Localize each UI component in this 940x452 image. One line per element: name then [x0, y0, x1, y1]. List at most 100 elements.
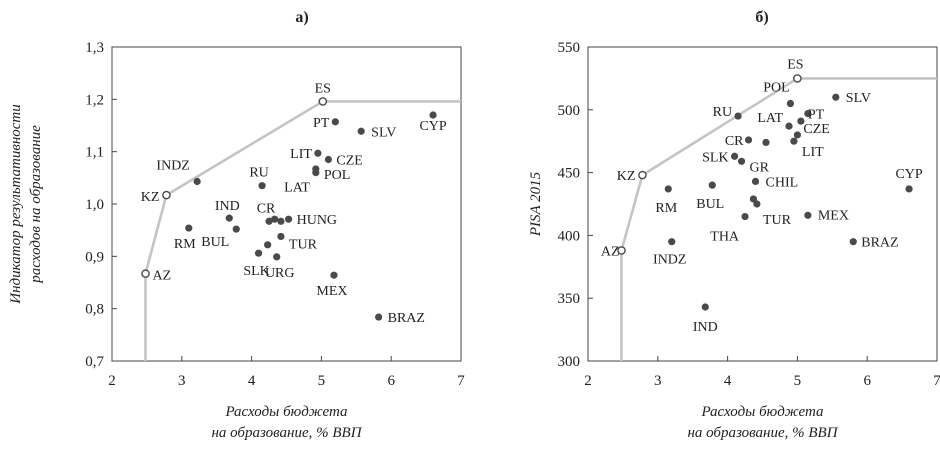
data-point	[804, 109, 812, 118]
data-point	[668, 238, 676, 246]
point-label: RU	[249, 166, 268, 181]
x-axis-title: на образование, % ВВП	[687, 425, 838, 441]
data-point	[284, 215, 293, 223]
data-point	[832, 93, 840, 101]
data-point	[849, 238, 857, 246]
x-axis-title: на образование, % ВВП	[211, 425, 362, 441]
point-label: ES	[315, 81, 331, 96]
point-label: CHIL	[766, 175, 799, 190]
data-point	[193, 177, 201, 186]
point-label: IND	[693, 320, 718, 335]
point-label: IND	[215, 199, 240, 214]
data-point	[793, 131, 802, 139]
panel-title: б)	[755, 9, 768, 26]
plot-frame	[587, 46, 938, 362]
data-point-frontier	[638, 170, 647, 180]
y-axis-title: PISA 2015	[528, 171, 544, 237]
x-tick-label: 3	[654, 373, 662, 389]
data-point	[357, 127, 365, 135]
point-label: BRAZ	[861, 236, 898, 251]
point-label: SLV	[846, 91, 871, 106]
point-label: PT	[808, 108, 825, 123]
data-point	[785, 122, 793, 130]
point-label: LAT	[757, 111, 783, 126]
data-point	[312, 169, 320, 177]
y-tick-label: 0,8	[85, 302, 104, 318]
panel-title: а)	[295, 9, 308, 26]
data-point	[797, 117, 805, 125]
point-label: BRAZ	[388, 311, 425, 326]
x-tick-label: 7	[457, 373, 465, 389]
data-point-frontier	[617, 246, 626, 255]
data-point	[751, 177, 760, 185]
data-point	[314, 149, 322, 157]
point-label: CYP	[419, 119, 446, 134]
point-label: KZ	[141, 190, 160, 205]
x-tick-label: 4	[248, 373, 256, 389]
point-label: AZ	[601, 244, 620, 259]
y-tick-label: 1,3	[85, 40, 104, 56]
data-point	[905, 185, 913, 193]
point-label: INDZ	[653, 253, 686, 268]
point-label: INDZ	[156, 158, 189, 173]
point-label: TUR	[763, 213, 792, 228]
data-point	[804, 211, 812, 219]
data-point	[730, 152, 739, 160]
point-label: RU	[713, 105, 732, 120]
point-label: SLK	[702, 150, 728, 165]
y-tick-label: 450	[558, 166, 581, 182]
data-point	[331, 118, 339, 126]
x-tick-label: 6	[863, 373, 871, 389]
data-point	[664, 185, 672, 193]
point-label: GR	[750, 160, 770, 175]
x-tick-label: 4	[724, 373, 732, 389]
point-label: LAT	[284, 181, 310, 196]
point-label: BUL	[696, 197, 724, 212]
point-label: BUL	[201, 235, 229, 250]
point-label: THA	[710, 230, 740, 245]
x-tick-label: 5	[794, 373, 802, 389]
data-point	[749, 195, 758, 203]
point-label: CR	[257, 201, 276, 216]
point-label: PT	[313, 116, 330, 131]
data-point-frontier	[318, 97, 328, 106]
data-point	[225, 214, 233, 222]
point-label: KZ	[617, 169, 636, 184]
data-point	[429, 111, 437, 119]
data-point	[708, 181, 716, 189]
y-axis-title: Индикатор результативности	[8, 104, 24, 305]
y-tick-label: 350	[558, 291, 581, 307]
x-tick-label: 5	[318, 373, 326, 389]
chart-panel-1: а) 2 3 4 5 6 7 0,7 0,8 0,9 1,0 1,1 1,2 1,3 Расходы бюд…	[8, 9, 465, 441]
x-tick-label: 2	[108, 373, 116, 389]
point-label: CYP	[895, 167, 922, 182]
point-label: CZE	[336, 154, 362, 169]
x-axis-title: Расходы бюджета	[700, 404, 823, 420]
point-label: HUNG	[297, 213, 337, 228]
point-label: POL	[763, 81, 789, 96]
data-point	[271, 215, 279, 223]
point-label: RM	[655, 201, 677, 216]
x-tick-label: 7	[933, 373, 940, 389]
data-point	[744, 136, 753, 144]
y-tick-label: 1,0	[85, 197, 104, 213]
point-label: AZ	[153, 269, 172, 284]
x-tick-label: 3	[178, 373, 186, 389]
data-point	[258, 182, 266, 190]
data-point	[277, 217, 285, 225]
data-point	[701, 303, 709, 311]
data-point	[734, 112, 742, 120]
y-tick-label: 0,7	[85, 354, 104, 370]
x-axis-title: Расходы бюджета	[224, 404, 347, 420]
data-point	[786, 99, 795, 108]
point-label: MEX	[818, 208, 849, 223]
point-label: CR	[725, 134, 744, 149]
y-tick-label: 500	[558, 103, 581, 119]
y-axis-title: расходов на образование	[28, 125, 44, 284]
data-point-frontier	[162, 190, 171, 200]
point-label: LIT	[802, 145, 824, 160]
point-label: URG	[265, 266, 295, 281]
data-point	[790, 137, 798, 145]
